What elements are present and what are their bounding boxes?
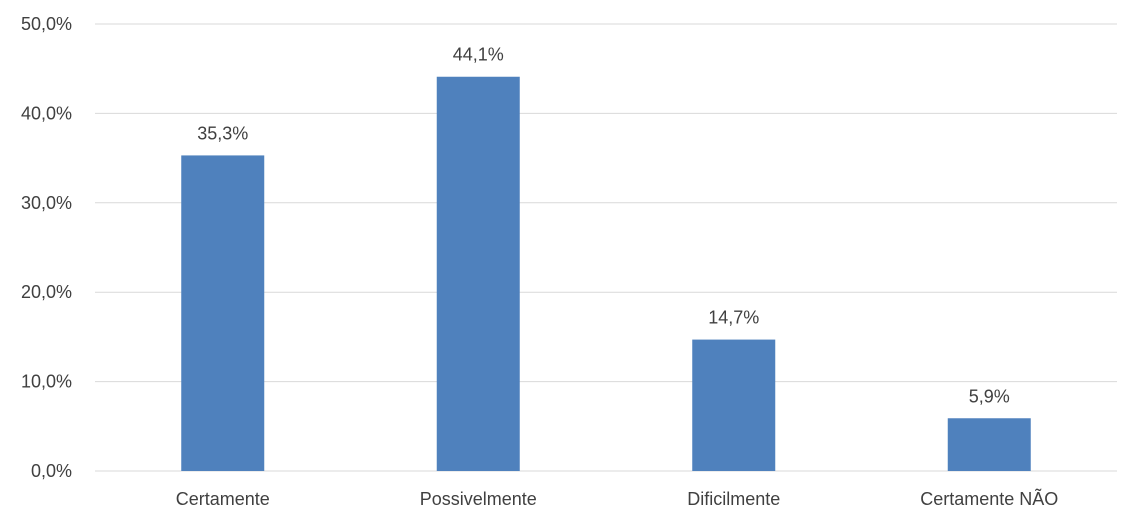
gridlines: [95, 23, 1117, 472]
bar-data-label: 44,1%: [453, 45, 504, 65]
y-tick-label: 0,0%: [31, 461, 72, 481]
bar: [947, 418, 1031, 471]
bars: [181, 76, 1031, 471]
bar: [692, 339, 776, 471]
x-category-label: Possivelmente: [420, 489, 537, 509]
y-tick-label: 50,0%: [21, 14, 72, 34]
y-tick-label: 10,0%: [21, 372, 72, 392]
x-category-label: Dificilmente: [687, 489, 780, 509]
bar: [181, 155, 265, 471]
data-labels: 35,3% 44,1% 14,7% 5,9%: [197, 45, 1010, 407]
y-tick-label: 40,0%: [21, 103, 72, 123]
bar: [436, 76, 520, 471]
y-tick-label: 30,0%: [21, 193, 72, 213]
x-category-label: Certamente: [176, 489, 270, 509]
bar-data-label: 35,3%: [197, 123, 248, 143]
bar-data-label: 5,9%: [969, 386, 1010, 406]
x-category-label: Certamente NÃO: [920, 488, 1058, 509]
bar-data-label: 14,7%: [708, 308, 759, 328]
y-axis-tick-labels: 0,0% 10,0% 20,0% 30,0% 40,0% 50,0%: [21, 14, 72, 481]
y-tick-label: 20,0%: [21, 282, 72, 302]
x-axis-category-labels: Certamente Possivelmente Dificilmente Certa…: [176, 488, 1059, 509]
